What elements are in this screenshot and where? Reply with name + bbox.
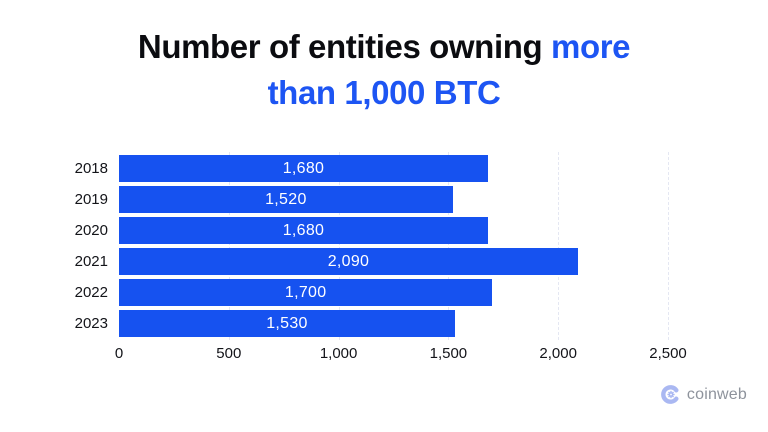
title-text-accent: more	[551, 28, 631, 65]
y-axis-label-2019: 2019	[74, 191, 108, 208]
bar-value-label: 1,700	[284, 283, 327, 301]
x-axis-tick-1500: 1,500	[429, 345, 468, 362]
gridline-2000	[558, 152, 560, 340]
x-axis-tick-2500: 2,500	[649, 345, 687, 362]
bar-2018: 1,680	[119, 155, 488, 182]
gridline-2500	[668, 152, 669, 340]
bar-value-label: 1,680	[282, 221, 325, 239]
bar-value-label: 1,520	[265, 190, 307, 208]
x-axis-tick-0: 0	[114, 345, 124, 362]
gridline-500	[228, 152, 230, 340]
gridline-1000	[338, 152, 340, 340]
bar-2021: 2,090	[119, 248, 578, 275]
bar-value-label: 2,090	[327, 252, 370, 270]
bar-2019: 1,520	[119, 186, 453, 213]
y-axis-label-2023: 2023	[74, 315, 108, 332]
y-axis-label-2022: 2022	[74, 284, 108, 301]
coinweb-logo: coinweb	[660, 384, 747, 405]
x-axis-tick-500: 500	[216, 345, 242, 362]
bar-value-label: 1,680	[282, 159, 325, 177]
bar-2022: 1,700	[119, 279, 493, 306]
chart-title: Number of entities owning more than 1,00…	[0, 24, 768, 116]
bar-2020: 1,680	[119, 217, 488, 244]
title-text-black: Number of entities owning	[137, 28, 551, 65]
y-axis-label-2018: 2018	[74, 160, 108, 177]
y-axis-label-2021: 2021	[74, 253, 108, 270]
logo-text: coinweb	[686, 385, 747, 403]
plot-area: 2018 1,680 2019 1,520 2020 1,680 2021 2,090 2022…	[75, 152, 687, 362]
title-line2-accent: than 1,000 BTC	[267, 74, 501, 111]
x-axis-tick-2000: 2,000	[539, 345, 577, 362]
bar-2023: 1,530	[119, 310, 455, 337]
coinweb-c-gear-icon	[661, 385, 679, 404]
gridline-1500	[448, 152, 450, 340]
x-axis: 0 500 1,000 1,500 2,000 2,500	[115, 345, 687, 365]
y-axis-label-2020: 2020	[74, 222, 108, 239]
x-axis-tick-1000: 1,000	[319, 345, 358, 362]
bar-value-label: 1,530	[266, 314, 308, 332]
